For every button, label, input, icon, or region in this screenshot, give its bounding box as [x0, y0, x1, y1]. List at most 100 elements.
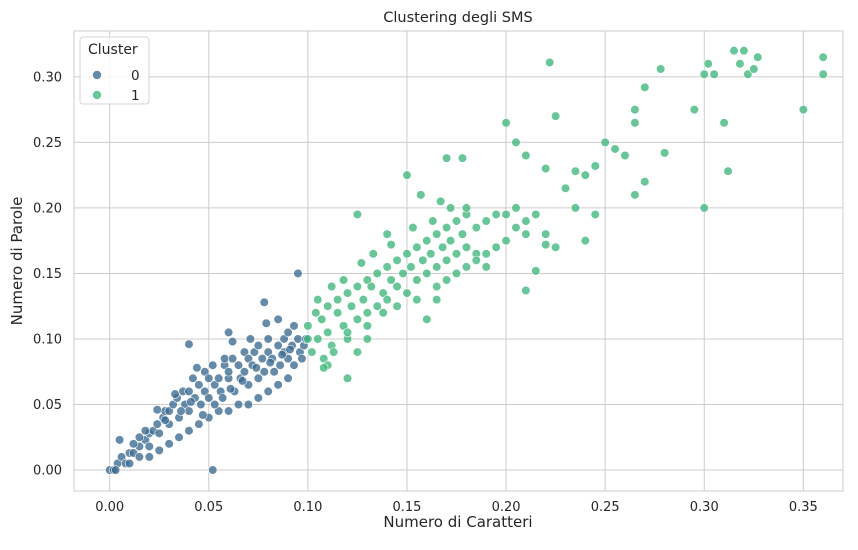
scatter-point-cluster-1: [590, 209, 600, 220]
scatter-point-cluster-0: [285, 344, 295, 355]
scatter-point-cluster-1: [521, 150, 531, 161]
scatter-point-cluster-1: [620, 150, 630, 161]
scatter-point-cluster-1: [382, 262, 392, 272]
scatter-point-cluster-1: [412, 275, 422, 285]
scatter-point-cluster-0: [128, 439, 139, 449]
scatter-point-cluster-1: [541, 164, 551, 174]
scatter-point-cluster-0: [196, 399, 206, 410]
scatter-point-cluster-0: [261, 318, 271, 328]
scatter-point-cluster-0: [144, 452, 154, 462]
scatter-point-cluster-1: [378, 308, 388, 318]
scatter-point-cluster-0: [273, 380, 283, 390]
y-tick-label: 0.10: [33, 332, 62, 347]
y-tick-label: 0.15: [33, 267, 62, 282]
scatter-point-cluster-1: [521, 285, 531, 296]
scatter-point-cluster-0: [233, 360, 244, 370]
scatter-point-cluster-1: [481, 249, 491, 259]
scatter-point-cluster-1: [451, 249, 462, 259]
scatter-point-cluster-1: [570, 166, 581, 176]
scatter-point-cluster-1: [739, 46, 749, 56]
scatter-point-cluster-1: [382, 229, 392, 239]
y-tick-label: 0.00: [33, 464, 62, 479]
y-tick-labels: 0.00 0.05 0.10 0.15 0.20 0.25 0.30: [33, 70, 62, 478]
scatter-point-cluster-0: [204, 373, 214, 383]
scatter-point-cluster-0: [251, 363, 261, 373]
scatter-point-cluster-0: [293, 268, 303, 279]
scatter-point-cluster-1: [422, 314, 432, 324]
scatter-point-cluster-0: [239, 367, 250, 377]
scatter-point-cluster-1: [392, 301, 402, 311]
legend-label-cluster-1: 1: [131, 88, 140, 104]
scatter-point-cluster-1: [551, 242, 561, 252]
scatter-point-cluster-0: [134, 452, 145, 462]
legend-marker-cluster-0: [92, 70, 102, 80]
legend-label-cluster-0: 0: [131, 68, 140, 84]
scatter-point-cluster-1: [521, 229, 531, 239]
scatter-point-cluster-1: [630, 190, 640, 200]
data-points: [105, 46, 828, 475]
scatter-point-cluster-0: [277, 350, 287, 360]
scatter-point-cluster-1: [491, 242, 501, 252]
scatter-point-cluster-1: [630, 105, 640, 115]
scatter-point-cluster-1: [640, 82, 650, 92]
scatter-point-cluster-0: [275, 360, 285, 370]
scatter-point-cluster-0: [223, 327, 234, 338]
scatter-point-cluster-1: [511, 222, 521, 233]
scatter-point-cluster-0: [225, 384, 236, 394]
scatter-point-cluster-1: [457, 229, 468, 239]
chart-title: Clustering degli SMS: [383, 10, 532, 26]
scatter-point-cluster-0: [227, 336, 238, 347]
scatter-point-cluster-1: [656, 64, 666, 74]
scatter-point-cluster-0: [253, 393, 263, 403]
x-tick-label: 0.30: [690, 500, 719, 515]
scatter-point-cluster-0: [269, 367, 279, 377]
scatter-point-cluster-0: [289, 321, 299, 331]
scatter-point-cluster-0: [184, 386, 194, 396]
scatter-point-cluster-0: [124, 458, 135, 469]
scatter-point-cluster-1: [570, 203, 581, 213]
scatter-point-cluster-1: [368, 249, 378, 259]
scatter-point-cluster-1: [342, 373, 353, 383]
x-axis-label: Numero di Caratteri: [383, 513, 532, 531]
scatter-point-cluster-1: [703, 59, 713, 69]
scatter-point-cluster-0: [245, 334, 255, 344]
scatter-point-cluster-1: [461, 203, 472, 213]
scatter-point-cluster-1: [372, 268, 382, 279]
x-tick-label: 0.15: [392, 500, 421, 515]
x-tick-label: 0.35: [789, 500, 818, 515]
scatter-point-cluster-0: [265, 357, 275, 368]
scatter-point-cluster-1: [442, 153, 452, 163]
scatter-point-cluster-0: [174, 432, 184, 442]
scatter-point-cluster-1: [600, 137, 610, 147]
scatter-point-cluster-1: [408, 222, 418, 233]
scatter-point-cluster-1: [406, 262, 416, 272]
scatter-point-cluster-0: [144, 441, 154, 452]
scatter-point-cluster-1: [352, 314, 363, 324]
scatter-point-cluster-0: [188, 373, 198, 383]
scatter-point-cluster-1: [445, 203, 456, 213]
scatter-point-cluster-1: [545, 57, 555, 68]
scatter-point-cluster-1: [313, 334, 323, 344]
x-tick-label: 0.05: [194, 500, 223, 515]
scatter-point-cluster-1: [422, 236, 432, 246]
scatter-point-cluster-1: [531, 209, 541, 220]
scatter-point-cluster-1: [333, 295, 343, 305]
scatter-point-cluster-1: [327, 281, 337, 292]
scatter-point-cluster-1: [457, 153, 468, 163]
scatter-point-cluster-0: [192, 363, 202, 373]
scatter-point-cluster-1: [541, 229, 551, 239]
scatter-point-cluster-0: [227, 354, 238, 364]
scatter-point-cluster-1: [372, 301, 382, 311]
scatter-point-cluster-1: [436, 196, 446, 206]
scatter-point-cluster-1: [416, 190, 426, 200]
scatter-point-cluster-0: [223, 406, 234, 416]
scatter-point-cluster-1: [699, 203, 709, 213]
scatter-point-cluster-1: [501, 236, 511, 246]
scatter-point-cluster-1: [461, 242, 472, 252]
scatter-point-cluster-0: [194, 380, 204, 390]
x-tick-label: 0.25: [591, 500, 620, 515]
scatter-point-cluster-1: [461, 262, 472, 272]
scatter-point-cluster-0: [184, 406, 194, 416]
scatter-point-cluster-0: [259, 367, 269, 377]
scatter-point-cluster-1: [442, 222, 452, 233]
